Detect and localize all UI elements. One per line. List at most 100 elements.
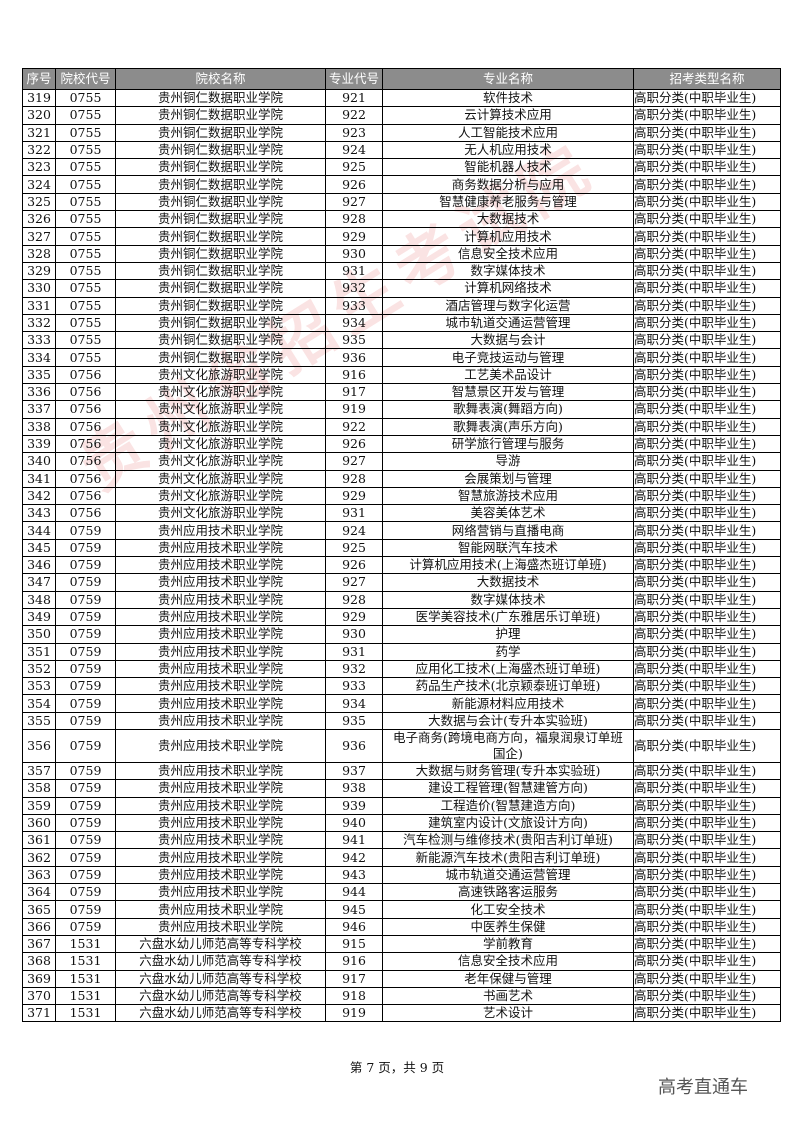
cell-major-name: 美容美体艺术 — [382, 504, 634, 523]
cell-school-name: 贵州文化旅游职业学院 — [115, 400, 326, 419]
table-row: 370 1531 六盘水幼儿师范高等专科学校 918 书画艺术 高职分类(中职毕业生) — [22, 986, 781, 1006]
cell-seq: 346 — [22, 556, 56, 575]
cell-school-name: 贵州应用技术职业学院 — [115, 538, 326, 558]
table-row: 324 0755 贵州铜仁数据职业学院 926 商务数据分析与应用 高职分类(中职毕业生) — [22, 175, 781, 194]
cell-school-code: 0759 — [55, 883, 116, 902]
cell-major-code: 944 — [325, 883, 383, 902]
table-row: 347 0759 贵州应用技术职业学院 927 大数据技术 高职分类(中职毕业生) — [22, 573, 781, 592]
cell-major-code: 919 — [325, 1004, 383, 1023]
cell-seq: 324 — [22, 175, 56, 194]
cell-school-code: 0755 — [55, 88, 116, 108]
cell-admission-type: 高职分类(中职毕业生) — [633, 452, 781, 471]
cell-seq: 351 — [22, 642, 56, 661]
cell-school-code: 0755 — [55, 313, 116, 333]
cell-major-code: 927 — [325, 192, 383, 212]
cell-seq: 328 — [22, 244, 56, 263]
cell-seq: 366 — [22, 917, 56, 936]
cell-school-code: 0755 — [55, 279, 116, 298]
table-row: 356 0759 贵州应用技术职业学院 936 电子商务(跨境电商方向，福泉润泉订单班国… — [22, 728, 781, 763]
cell-school-code: 0755 — [55, 261, 116, 281]
cell-major-code: 930 — [325, 244, 383, 263]
cell-school-name: 贵州铜仁数据职业学院 — [115, 106, 326, 125]
cell-seq: 326 — [22, 210, 56, 229]
cell-school-name: 六盘水幼儿师范高等专科学校 — [115, 986, 326, 1006]
table-row: 359 0759 贵州应用技术职业学院 939 工程造价(智慧建造方向) 高职分类(中职毕… — [22, 796, 781, 815]
cell-school-name: 贵州铜仁数据职业学院 — [115, 210, 326, 229]
cell-major-name: 电子商务(跨境电商方向，福泉润泉订单班国企) — [382, 728, 634, 763]
cell-major-name: 信息安全技术应用 — [382, 952, 634, 971]
cell-school-name: 贵州应用技术职业学院 — [115, 813, 326, 833]
cell-school-code: 0759 — [55, 761, 116, 781]
cell-school-name: 贵州铜仁数据职业学院 — [115, 261, 326, 281]
cell-admission-type: 高职分类(中职毕业生) — [633, 986, 781, 1006]
cell-school-name: 贵州应用技术职业学院 — [115, 900, 326, 919]
table-row: 332 0755 贵州铜仁数据职业学院 934 城市轨道交通运营管理 高职分类(中职毕业生… — [22, 313, 781, 333]
cell-school-name: 贵州文化旅游职业学院 — [115, 504, 326, 523]
cell-seq: 356 — [22, 728, 56, 763]
cell-school-code: 0755 — [55, 106, 116, 125]
cell-school-name: 贵州应用技术职业学院 — [115, 883, 326, 902]
cell-admission-type: 高职分类(中职毕业生) — [633, 486, 781, 506]
cell-school-name: 贵州应用技术职业学院 — [115, 521, 326, 540]
cell-major-code: 942 — [325, 848, 383, 867]
cell-admission-type: 高职分类(中职毕业生) — [633, 779, 781, 798]
cell-admission-type: 高职分类(中职毕业生) — [633, 192, 781, 212]
cell-admission-type: 高职分类(中职毕业生) — [633, 261, 781, 281]
cell-school-name: 贵州铜仁数据职业学院 — [115, 158, 326, 177]
cell-school-code: 0759 — [55, 900, 116, 919]
cell-school-name: 贵州铜仁数据职业学院 — [115, 88, 326, 108]
table-row: 323 0755 贵州铜仁数据职业学院 925 智能机器人技术 高职分类(中职毕业生) — [22, 158, 781, 177]
cell-major-code: 929 — [325, 227, 383, 246]
cell-admission-type: 高职分类(中职毕业生) — [633, 934, 781, 954]
cell-school-code: 0759 — [55, 625, 116, 644]
cell-admission-type: 高职分类(中职毕业生) — [633, 521, 781, 540]
cell-admission-type: 高职分类(中职毕业生) — [633, 504, 781, 523]
cell-admission-type: 高职分类(中职毕业生) — [633, 728, 781, 763]
cell-seq: 361 — [22, 831, 56, 850]
cell-admission-type: 高职分类(中职毕业生) — [633, 607, 781, 627]
table-row: 353 0759 贵州应用技术职业学院 933 药品生产技术(北京颖泰班订单班) 高职分类… — [22, 677, 781, 696]
cell-seq: 341 — [22, 469, 56, 488]
page-number: 第 7 页，共 9 页 — [349, 1060, 445, 1075]
table-row: 334 0755 贵州铜仁数据职业学院 936 电子竞技运动与管理 高职分类(中职毕业生) — [22, 348, 781, 367]
cell-school-code: 0756 — [55, 452, 116, 471]
table-row: 367 1531 六盘水幼儿师范高等专科学校 915 学前教育 高职分类(中职毕业生) — [22, 934, 781, 954]
cell-major-code: 922 — [325, 417, 383, 436]
cell-admission-type: 高职分类(中职毕业生) — [633, 469, 781, 488]
cell-admission-type: 高职分类(中职毕业生) — [633, 659, 781, 679]
cell-major-code: 931 — [325, 504, 383, 523]
cell-seq: 349 — [22, 607, 56, 627]
cell-seq: 343 — [22, 504, 56, 523]
cell-major-code: 924 — [325, 140, 383, 160]
cell-admission-type: 高职分类(中职毕业生) — [633, 813, 781, 833]
cell-admission-type: 高职分类(中职毕业生) — [633, 865, 781, 885]
cell-school-code: 0755 — [55, 158, 116, 177]
cell-seq: 320 — [22, 106, 56, 125]
cell-admission-type: 高职分类(中职毕业生) — [633, 383, 781, 402]
cell-major-name: 网络营销与直播电商 — [382, 521, 634, 540]
cell-school-code: 1531 — [55, 969, 116, 988]
cell-school-code: 0759 — [55, 607, 116, 627]
cell-school-code: 0755 — [55, 331, 116, 350]
cell-school-name: 贵州应用技术职业学院 — [115, 694, 326, 713]
cell-major-name: 云计算技术应用 — [382, 106, 634, 125]
cell-major-name: 导游 — [382, 452, 634, 471]
cell-seq: 365 — [22, 900, 56, 919]
cell-major-name: 艺术设计 — [382, 1004, 634, 1023]
cell-admission-type: 高职分类(中职毕业生) — [633, 694, 781, 713]
cell-major-code: 916 — [325, 952, 383, 971]
cell-major-code: 939 — [325, 796, 383, 815]
cell-admission-type: 高职分类(中职毕业生) — [633, 244, 781, 263]
cell-major-code: 935 — [325, 331, 383, 350]
cell-major-name: 大数据与财务管理(专升本实验班) — [382, 761, 634, 781]
cell-major-name: 歌舞表演(舞蹈方向) — [382, 400, 634, 419]
cell-seq: 357 — [22, 761, 56, 781]
cell-school-code: 0759 — [55, 831, 116, 850]
cell-school-name: 六盘水幼儿师范高等专科学校 — [115, 969, 326, 988]
cell-major-code: 934 — [325, 313, 383, 333]
cell-major-name: 建筑室内设计(文旅设计方向) — [382, 813, 634, 833]
cell-major-code: 919 — [325, 400, 383, 419]
cell-school-name: 贵州应用技术职业学院 — [115, 796, 326, 815]
cell-major-name: 药学 — [382, 642, 634, 661]
table-row: 351 0759 贵州应用技术职业学院 931 药学 高职分类(中职毕业生) — [22, 642, 781, 661]
